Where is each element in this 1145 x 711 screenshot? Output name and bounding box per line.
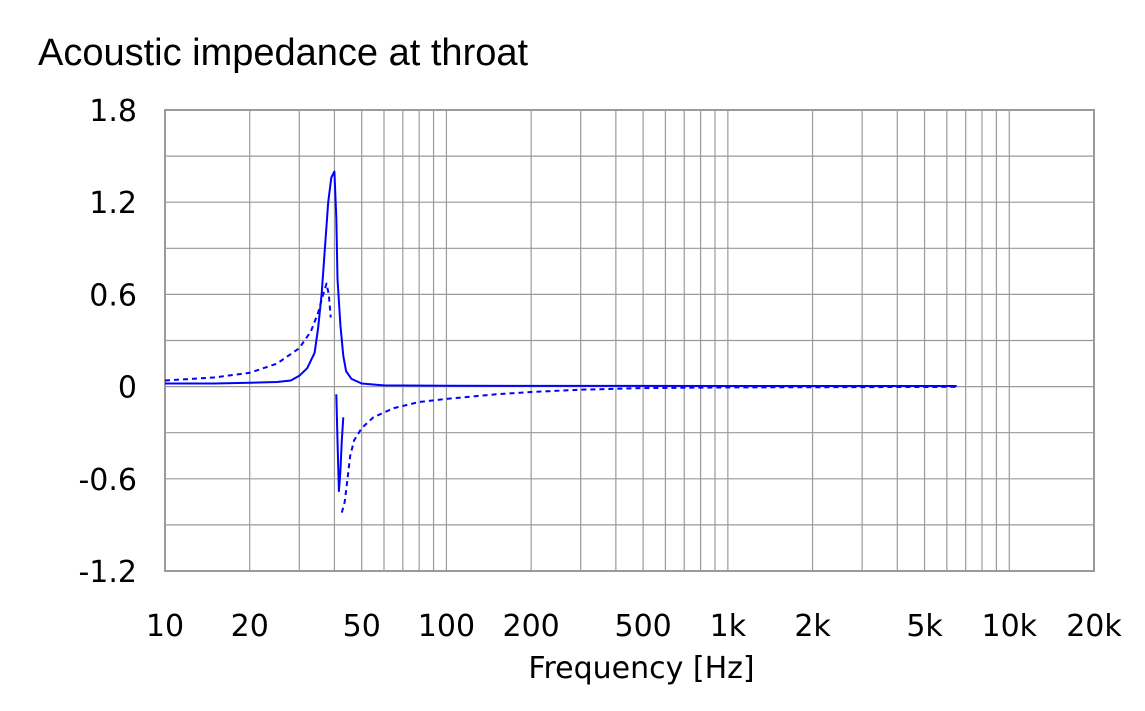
x-tick-label: 50 [343,609,381,644]
x-tick-label: 20k [1066,609,1122,644]
chart-title: Acoustic impedance at throat [38,32,529,74]
x-tick-label: 200 [503,609,560,644]
x-tick-label: 1k [710,609,747,644]
y-tick-label: 1.2 [89,186,137,221]
y-tick-label: -0.6 [78,463,137,498]
y-tick-labels: 1.8 1.2 0.6 0 -0.6 -1.2 [78,94,137,590]
y-tick-label: 0.6 [89,278,137,313]
x-tick-label: 500 [615,609,672,644]
x-tick-label: 100 [418,609,475,644]
y-tick-label: -1.2 [78,555,137,590]
y-tick-label: 1.8 [89,94,137,129]
x-tick-label: 10k [982,609,1038,644]
solid-series-line [165,170,957,387]
x-tick-label: 2k [794,609,831,644]
solid-series-line [335,394,345,493]
x-axis-title: Frequency [Hz] [528,651,754,686]
y-tick-label: 0 [118,371,137,406]
x-tick-label: 20 [231,609,269,644]
dashed-series-line [340,385,957,513]
x-tick-labels: 10 20 50 100 200 500 1k 2k 5k 10k 20k [146,609,1122,644]
series-lines [164,170,957,513]
x-tick-label: 10 [146,609,184,644]
grid-lines [165,110,1094,571]
dashed-series-line [164,282,332,382]
x-tick-label: 5k [906,609,943,644]
